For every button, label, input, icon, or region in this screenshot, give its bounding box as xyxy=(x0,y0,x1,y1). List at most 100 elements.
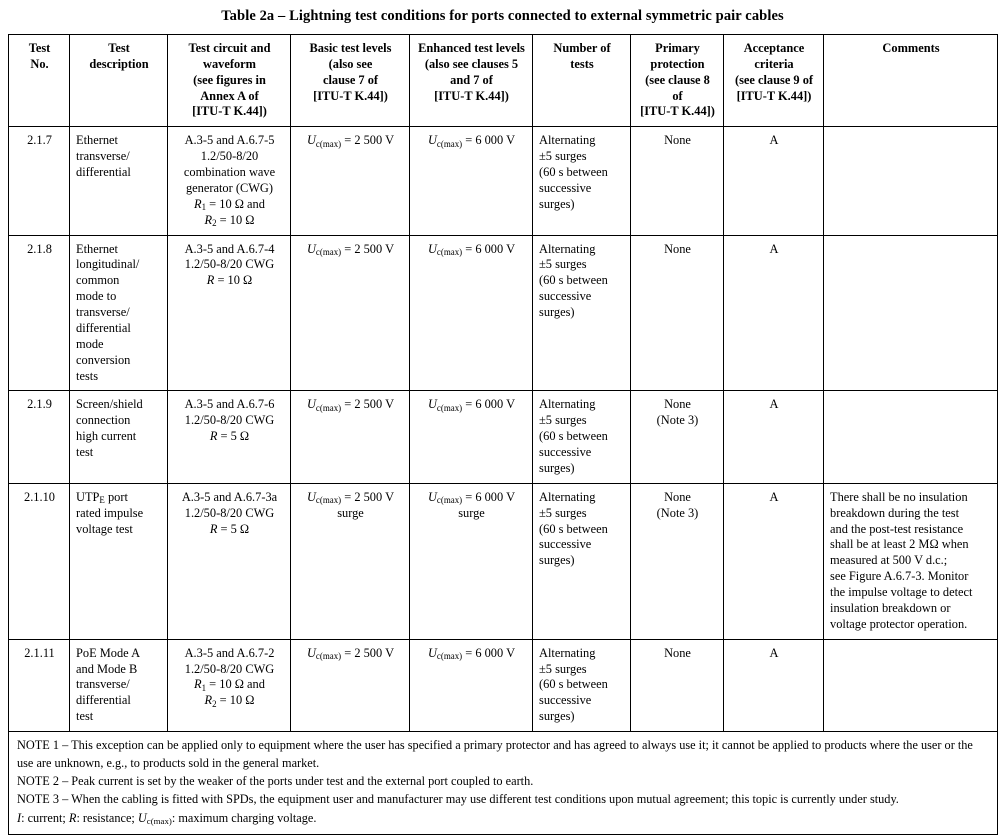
cell-comments xyxy=(823,126,998,236)
cell-test-description: Ethernet longitudinal/common mode to transv… xyxy=(69,234,168,392)
text-line: surges) xyxy=(539,460,575,475)
resistance-1-subscript: 1 xyxy=(201,202,207,213)
cell-comments xyxy=(823,390,998,484)
text-line: voltage protector operation. xyxy=(830,616,968,631)
resistance-2-subscript: 2 xyxy=(212,698,217,709)
cell-acceptance-criteria: A xyxy=(723,638,824,733)
text-line: shall be at least 2 MΩ when xyxy=(830,537,969,552)
header-line: description xyxy=(89,56,149,71)
enhanced-level-value: = 6 000 V xyxy=(462,397,516,412)
cell-acceptance-criteria: A xyxy=(723,126,824,236)
basic-voltage-symbol: U xyxy=(306,645,316,660)
cell-acceptance-criteria: A xyxy=(723,390,824,484)
text-line: None xyxy=(664,241,691,256)
basic-level-value: = 2 500 V xyxy=(341,645,395,660)
enhanced-level-value: = 6 000 V xyxy=(462,645,516,660)
text-line: Alternating xyxy=(539,133,596,148)
text-line: connection xyxy=(76,413,131,428)
column-header-acceptance-criteria: Acceptance criteria (see clause 9 of [ITU-T… xyxy=(723,33,824,128)
text-line: differential xyxy=(76,165,131,180)
header-line: Primary xyxy=(655,40,700,55)
text-line: A.3-5 and A.6.7-3a xyxy=(181,489,278,504)
cell-primary-protection: None xyxy=(630,234,724,392)
header-line: Annex A of xyxy=(200,88,259,103)
resistance-1-symbol: R xyxy=(194,196,202,211)
basic-voltage-symbol: U xyxy=(306,489,316,504)
enhanced-level-value: = 6 000 V xyxy=(462,241,516,256)
text-line: There shall be no insulation xyxy=(830,489,968,504)
enhanced-voltage-subscript: c(max) xyxy=(436,247,463,258)
header-line: Test xyxy=(108,40,130,55)
text-line: transverse/ xyxy=(76,305,130,320)
text-line: surges) xyxy=(539,305,575,320)
header-line: Test circuit and xyxy=(188,40,271,55)
text-line: differential xyxy=(76,693,131,708)
cell-acceptance-criteria: A xyxy=(723,234,824,392)
cell-enhanced-test-level: Uc(max) = 6 000 V xyxy=(409,126,533,236)
text-line: (Note 3) xyxy=(656,413,699,428)
text-line: successive xyxy=(539,289,592,304)
enhanced-voltage-symbol: U xyxy=(427,489,437,504)
resistance-line-1: R = 5 Ω xyxy=(174,522,285,538)
cell-primary-protection: None (Note 3) xyxy=(630,482,724,640)
text-line: and the post-test resistance xyxy=(830,521,964,536)
cell-number-of-tests: Alternating ±5 surges (60 s between success… xyxy=(532,638,631,733)
resistance-value-1: = 10 Ω xyxy=(214,273,253,288)
cell-test-circuit-waveform: A.3-5 and A.6.7-5 1.2/50-8/20 combination … xyxy=(167,126,291,236)
lightning-test-conditions-table: Test No. Test description Test circuit and… xyxy=(8,33,998,835)
text-line: common xyxy=(76,273,120,288)
description-prefix: UTP xyxy=(76,489,100,504)
table-header: Test No. Test description Test circuit and… xyxy=(8,33,998,128)
enhanced-level-line: Uc(max) = 6 000 V xyxy=(416,490,527,506)
basic-level-value: = 2 500 V xyxy=(341,133,395,148)
column-header-number-of-tests: Number of tests xyxy=(532,33,631,128)
text-line: 1.2/50-8/20 CWG xyxy=(184,505,275,520)
note-1: NOTE 1 – This exception can be applied o… xyxy=(17,738,973,770)
header-line: (also see xyxy=(328,56,373,71)
table-row: 2.1.10 UTPE port rated impulse voltage test… xyxy=(8,482,998,640)
resistance-line-1: R1 = 10 Ω and xyxy=(174,677,285,693)
legend-resistance-text: : resistance; xyxy=(76,810,138,825)
resistance-2-symbol: R xyxy=(204,693,213,708)
cell-test-circuit-waveform: A.3-5 and A.6.7-2 1.2/50-8/20 CWG R1 = 10 … xyxy=(167,638,291,733)
text-line: voltage test xyxy=(76,521,133,536)
text-line: conversion xyxy=(76,352,131,367)
legend-current-symbol: I xyxy=(17,810,22,825)
resistance-1-subscript: 1 xyxy=(201,682,207,693)
basic-level-value: = 2 500 V xyxy=(341,397,395,412)
text-line: mode xyxy=(76,336,104,351)
resistance-value-2: = 10 Ω xyxy=(216,693,255,708)
basic-voltage-subscript: c(max) xyxy=(315,247,342,258)
text-line: generator (CWG) xyxy=(185,180,274,195)
cell-test-description: UTPE port rated impulse voltage test xyxy=(69,482,168,640)
table-body: 2.1.7 Ethernet transverse/differential A.3-… xyxy=(8,126,998,733)
cell-test-no: 2.1.7 xyxy=(8,126,70,236)
cell-primary-protection: None (Note 3) xyxy=(630,390,724,484)
basic-level-line: Uc(max) = 2 500 V xyxy=(297,133,404,149)
text-line: Ethernet xyxy=(76,241,118,256)
column-header-basic-test-levels: Basic test levels (also see clause 7 of [IT… xyxy=(290,33,410,128)
cell-primary-protection: None xyxy=(630,638,724,733)
text-line: longitudinal/ xyxy=(76,257,140,272)
cell-comments: There shall be no insulation breakdown du… xyxy=(823,482,998,640)
basic-level-value: = 2 500 V xyxy=(341,241,395,256)
column-header-test-no: Test No. xyxy=(8,33,70,128)
enhanced-voltage-symbol: U xyxy=(427,645,437,660)
text-line: ±5 surges xyxy=(539,257,587,272)
header-line: clause 7 of xyxy=(322,72,379,87)
resistance-value-1: = 10 Ω and xyxy=(206,196,265,211)
basic-voltage-symbol: U xyxy=(306,133,316,148)
text-line: ±5 surges xyxy=(539,661,587,676)
header-line: Comments xyxy=(882,40,940,55)
cell-test-circuit-waveform: A.3-5 and A.6.7-6 1.2/50-8/20 CWG R = 5 Ω xyxy=(167,390,291,484)
cell-number-of-tests: Alternating ±5 surges (60 s between success… xyxy=(532,126,631,236)
text-line: PoE Mode A xyxy=(76,645,141,660)
text-line: Alternating xyxy=(539,397,596,412)
resistance-2-subscript: 2 xyxy=(212,218,217,229)
description-subscript: E xyxy=(99,495,105,506)
cell-test-no: 2.1.8 xyxy=(8,234,70,392)
enhanced-voltage-subscript: c(max) xyxy=(436,495,463,506)
